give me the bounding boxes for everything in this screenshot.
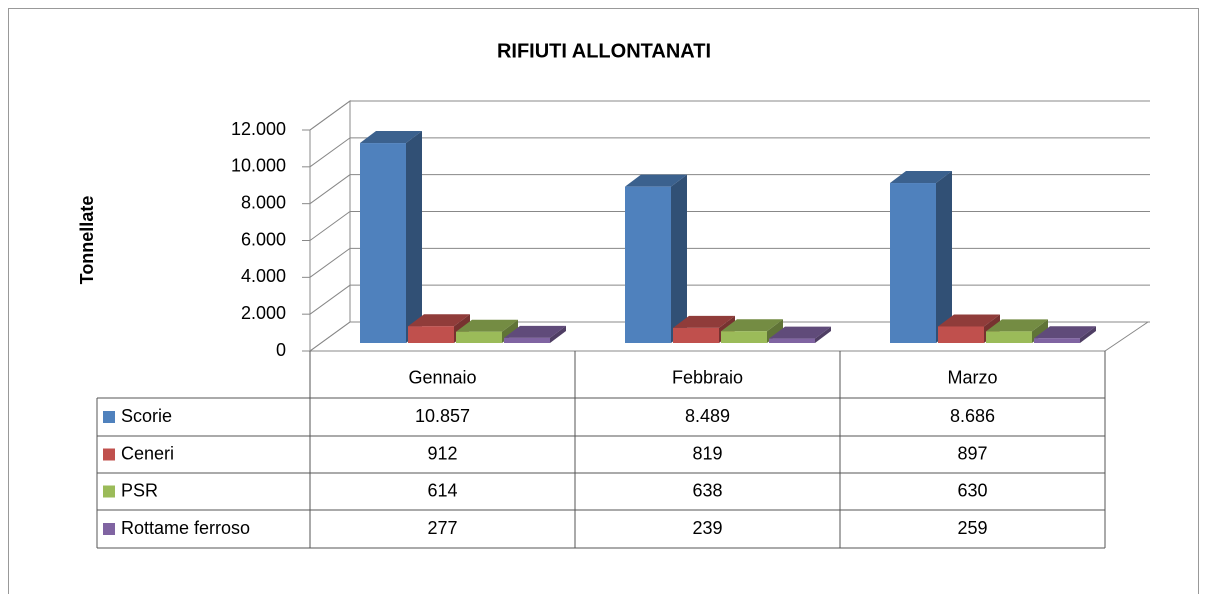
grid-line [309,174,1150,205]
y-tick-label: 4.000 [241,266,286,286]
grid-line [309,137,1150,168]
x-tick-label: Febbraio [672,367,743,387]
grid-line [309,247,1150,278]
table-cell: 259 [957,518,987,538]
bar [938,326,984,343]
legend-swatch [103,485,115,498]
legend-label: Ceneri [121,443,174,463]
bar [456,331,502,343]
bar-top [673,315,735,328]
y-tick-label: 6.000 [241,229,286,249]
y-tick-label: 8.000 [241,192,286,212]
table-cell: 239 [692,518,722,538]
table-cell: 8.686 [950,406,995,426]
legend-swatch [103,448,115,461]
y-tick-label: 2.000 [241,303,286,323]
grid-line [309,100,1150,131]
table-cell: 10.857 [415,406,470,426]
legend-label: Rottame ferroso [121,518,250,538]
bar-side [767,319,783,343]
legend-swatch [103,411,115,423]
y-axis-title: Tonnellate [77,196,97,285]
bar-top [456,319,518,332]
table-cell: 630 [957,480,987,500]
bar-top [504,325,566,338]
chart-border [8,8,1199,594]
y-tick-label: 0 [276,340,286,360]
bar [408,326,454,343]
table-cell: 897 [957,443,987,463]
y-tick-label: 10.000 [231,156,286,176]
table-cell: 912 [427,443,457,463]
bar [673,327,719,343]
bar [890,183,936,343]
chart-title: RIFIUTI ALLONTANATI [497,40,711,62]
bar-side [815,326,831,343]
bar [769,338,815,343]
table-cell: 614 [427,480,457,500]
y-tick-label: 12.000 [231,119,286,139]
bar-top [1034,326,1096,339]
table-cell: 8.489 [685,406,730,426]
bar-top [890,171,952,184]
bar [986,331,1032,343]
grid-line [309,284,1150,315]
table-cell: 277 [427,518,457,538]
bar [360,143,406,343]
bar [504,337,550,343]
table-cell: 819 [692,443,722,463]
bar-top [408,314,470,327]
bar-top [769,326,831,339]
bar-top [625,174,687,187]
bar [625,186,671,343]
x-tick-label: Gennaio [408,367,476,387]
legend-label: PSR [121,480,158,500]
bar [721,331,767,343]
bar-top [986,319,1048,332]
bar-top [721,319,783,332]
bar-side [671,174,687,343]
bar-side [406,131,422,343]
legend-swatch [103,523,115,535]
x-tick-label: Marzo [947,367,997,387]
bar-top [360,131,422,144]
table-cell: 638 [692,480,722,500]
bar-top [938,314,1000,327]
bar-side [936,171,952,343]
grid-line [309,211,1150,241]
legend-label: Scorie [121,406,172,426]
bar [1034,338,1080,343]
bar-side [550,325,566,343]
grid-line [309,321,1150,352]
bar-side [1080,326,1096,343]
